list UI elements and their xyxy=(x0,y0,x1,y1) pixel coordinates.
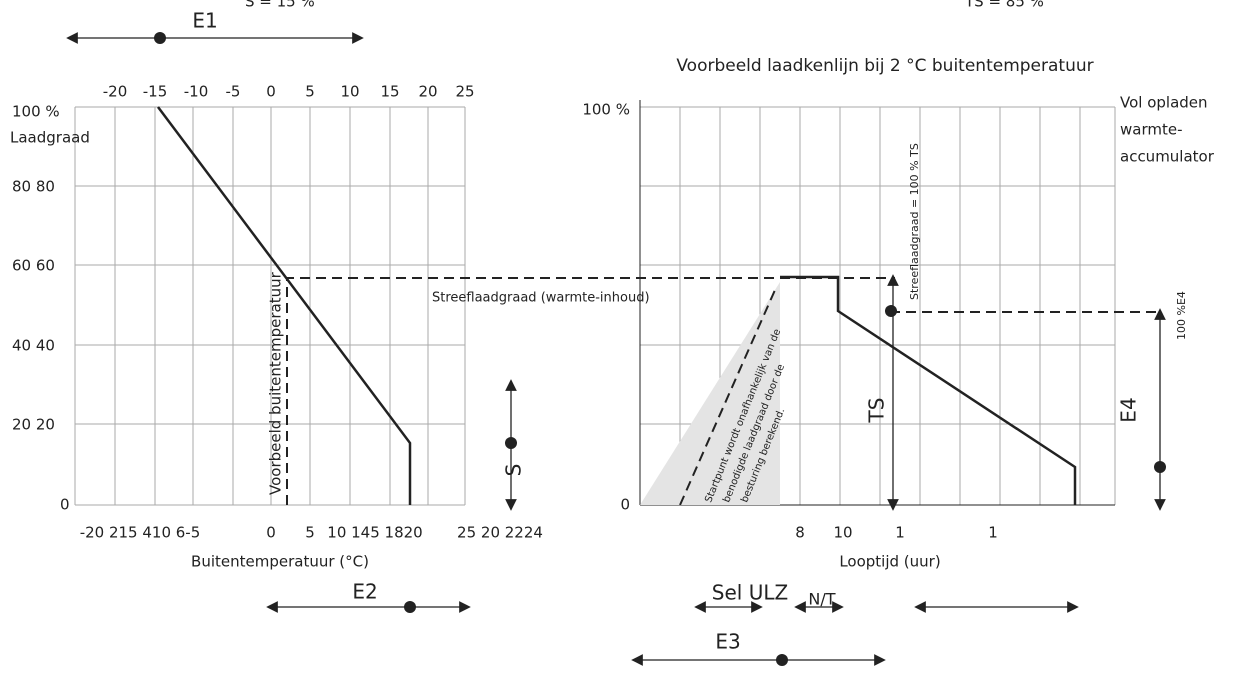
s-label: S xyxy=(502,464,526,477)
example-label: Voorbeeld buitentemperatuur xyxy=(267,271,285,495)
labels: S = 15 % TS = 85 % E1 Buitentemperatuur … xyxy=(10,0,1215,654)
ts: TS xyxy=(865,398,889,424)
target-dash xyxy=(286,277,895,505)
dot xyxy=(776,654,788,666)
y-top: 100 % xyxy=(582,101,630,119)
y-bottom: 0 xyxy=(620,496,630,514)
bottom-tick: 25 20 2224 xyxy=(457,524,543,542)
s-value: S = 15 % xyxy=(245,0,315,11)
top-tick: -10 xyxy=(184,83,209,101)
x-tick: 1 xyxy=(895,524,905,542)
top-tick: -5 xyxy=(226,83,241,101)
top-tick: 20 xyxy=(418,83,437,101)
dot xyxy=(505,437,517,449)
left-tick: 100 % xyxy=(12,103,60,121)
e1: E1 xyxy=(192,9,217,33)
e3: E3 xyxy=(715,630,740,654)
dot xyxy=(1154,461,1166,473)
left-tick: Laadgraad xyxy=(10,129,90,147)
left-tick: 60 60 xyxy=(12,257,55,275)
note: warmte- xyxy=(1120,121,1183,139)
start-dash xyxy=(679,289,776,506)
sel: Sel ULZ xyxy=(712,581,788,605)
bottom-tick: -20 215 410 6-5 xyxy=(80,524,201,542)
x-tick: 10 xyxy=(833,524,852,542)
heating-curve xyxy=(157,106,412,505)
left-tick: 80 80 xyxy=(12,178,55,196)
e4: E4 xyxy=(1117,397,1141,422)
bottom-tick: 0 xyxy=(266,524,276,542)
right-title: Voorbeeld laadkenlijn bij 2 °C buitentem… xyxy=(676,56,1093,76)
target-vertical: Streeflaadgraad = 100 % TS xyxy=(908,143,921,300)
top-tick: 5 xyxy=(305,83,315,101)
x-label: Buitentemperatuur (°C) xyxy=(191,553,369,571)
x-label: Looptijd (uur) xyxy=(839,553,940,571)
dot xyxy=(404,601,416,613)
left-tick: 40 40 xyxy=(12,337,55,355)
left-tick: 20 20 xyxy=(12,416,55,434)
left-tick: 0 xyxy=(60,496,70,514)
e2: E2 xyxy=(352,580,377,604)
x-tick: 8 xyxy=(795,524,805,542)
note: Vol opladen xyxy=(1120,94,1208,112)
x-tick: 1 xyxy=(988,524,998,542)
e4-percent: 100 %E4 xyxy=(1175,291,1188,340)
nt: N/T xyxy=(808,590,835,609)
ts-value: TS = 85 % xyxy=(964,0,1044,11)
bottom-tick: 10 145 1820 xyxy=(327,524,422,542)
top-tick: 0 xyxy=(266,83,276,101)
note: accumulator xyxy=(1120,148,1215,166)
start-zone xyxy=(640,282,780,505)
target-label: Streeflaadgraad (warmte-inhoud) xyxy=(432,291,650,306)
top-tick: -15 xyxy=(143,83,168,101)
dot xyxy=(885,305,897,317)
top-tick: 15 xyxy=(380,83,399,101)
top-tick: 10 xyxy=(340,83,359,101)
bottom-tick: 5 xyxy=(305,524,315,542)
grid xyxy=(74,100,1116,506)
dot xyxy=(154,32,166,44)
top-tick: -20 xyxy=(103,83,128,101)
top-tick: 25 xyxy=(455,83,474,101)
